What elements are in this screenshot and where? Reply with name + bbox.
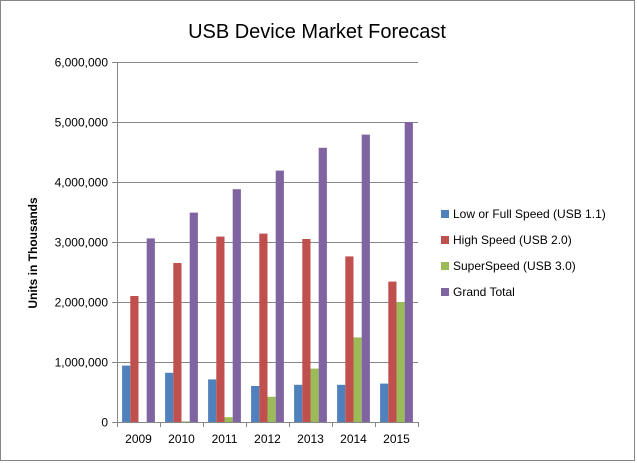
legend-swatch bbox=[441, 236, 449, 244]
legend-swatch bbox=[441, 262, 449, 270]
x-tick-label: 2013 bbox=[297, 432, 324, 446]
bar bbox=[275, 170, 284, 422]
legend-swatch bbox=[441, 288, 449, 296]
x-tick-label: 2009 bbox=[125, 432, 152, 446]
bar bbox=[130, 296, 139, 422]
legend-swatch bbox=[441, 210, 449, 218]
bar bbox=[404, 122, 413, 422]
y-tick-label: 6,000,000 bbox=[55, 56, 109, 70]
bar bbox=[337, 384, 346, 422]
bar bbox=[173, 263, 182, 422]
bar bbox=[216, 236, 225, 422]
bar bbox=[189, 212, 198, 422]
x-tick-label: 2010 bbox=[168, 432, 195, 446]
y-tick-label: 5,000,000 bbox=[55, 116, 109, 130]
bar bbox=[361, 134, 370, 422]
x-tick-label: 2011 bbox=[212, 432, 238, 446]
bar bbox=[380, 383, 389, 422]
x-tick-label: 2015 bbox=[383, 432, 410, 446]
tick-labels: 0 1,000,000 2,000,000 3,000,000 4,000,000 5,0… bbox=[55, 56, 411, 447]
bar bbox=[181, 421, 190, 422]
bar bbox=[232, 189, 241, 422]
bar bbox=[122, 365, 131, 422]
y-tick-label: 2,000,000 bbox=[55, 296, 109, 310]
bars bbox=[122, 122, 413, 423]
y-tick-label: 0 bbox=[101, 416, 108, 430]
y-tick-label: 3,000,000 bbox=[55, 236, 109, 250]
bar bbox=[353, 337, 362, 422]
legend-label: Low or Full Speed (USB 1.1) bbox=[453, 207, 606, 221]
bar bbox=[294, 384, 303, 422]
bar bbox=[259, 233, 268, 422]
x-tick-label: 2014 bbox=[340, 432, 367, 446]
bar bbox=[251, 386, 260, 422]
legend-label: High Speed (USB 2.0) bbox=[453, 233, 572, 247]
bar bbox=[267, 396, 276, 422]
bar bbox=[224, 417, 233, 422]
x-tick-label: 2012 bbox=[254, 432, 281, 446]
bar bbox=[165, 372, 174, 422]
bar bbox=[302, 239, 311, 422]
legend: Low or Full Speed (USB 1.1) High Speed (U… bbox=[441, 207, 606, 299]
bar bbox=[388, 281, 397, 422]
legend-label: SuperSpeed (USB 3.0) bbox=[453, 259, 576, 273]
bar bbox=[146, 238, 155, 422]
bar bbox=[208, 379, 217, 422]
bar bbox=[396, 302, 405, 422]
legend-label: Grand Total bbox=[453, 285, 515, 299]
chart-title: USB Device Market Forecast bbox=[188, 21, 446, 43]
bar bbox=[318, 147, 327, 423]
bar bbox=[345, 256, 354, 422]
bar bbox=[310, 368, 319, 422]
y-axis-label: Units in Thousands bbox=[26, 197, 40, 309]
y-tick-label: 4,000,000 bbox=[55, 176, 109, 190]
axes bbox=[112, 62, 419, 427]
y-tick-label: 1,000,000 bbox=[55, 356, 109, 370]
